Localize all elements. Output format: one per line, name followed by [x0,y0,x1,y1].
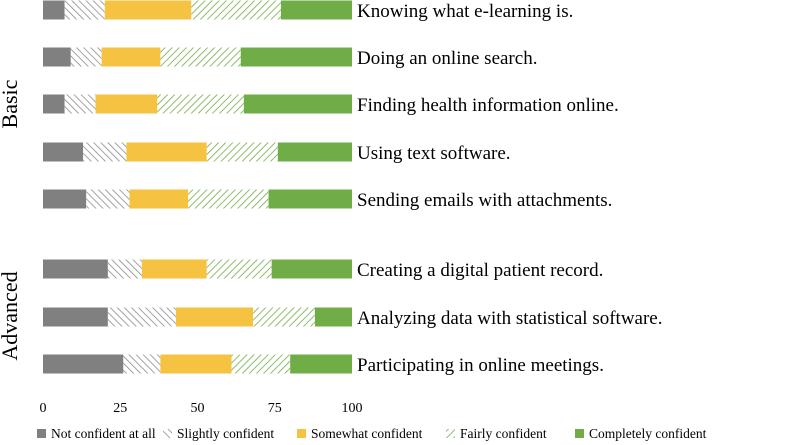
bar-segment-row3-series5 [243,94,352,114]
legend-label: Not confident at all [51,426,156,441]
category-label: Creating a digital patient record. [357,260,603,281]
bar-segment-row8-series4 [231,354,291,374]
bar-segment-row5-series4 [188,189,269,209]
category-label: Knowing what e-learning is. [357,1,573,22]
legend-label: Slightly confident [177,426,274,441]
legend-swatch [575,429,584,438]
bar-segment-row6-series5 [271,259,352,279]
legend-swatch [163,429,172,438]
bar-segment-row1-series4 [191,0,281,20]
category-label: Doing an online search. [357,48,537,69]
bar-segment-row2-series5 [240,47,352,67]
bar-segment-row3-series3 [95,94,158,114]
x-tick-label: 25 [113,401,127,416]
x-axis-ticks: 0 25 50 75 100 [40,401,363,416]
bar-segment-row7-series4 [253,307,315,327]
bar-segment-row3-series4 [157,94,244,114]
x-tick-label: 0 [40,401,47,416]
bar-segment-row6-series4 [206,259,272,279]
bar-segment-row2-series2 [70,47,102,67]
bar-segment-row5-series3 [129,189,189,209]
bar-segment-row5-series2 [86,189,130,209]
bar-segment-row8-series3 [160,354,232,374]
category-label: Finding health information online. [357,95,619,116]
bar-segment-row1-series5 [280,0,352,20]
legend-swatch [446,429,455,438]
x-tick-label: 75 [268,401,282,416]
bar-segment-row4-series1 [43,142,84,162]
bar-segment-row3-series2 [64,94,96,114]
group-labels: Basic Advanced [0,79,22,360]
bar-segment-row7-series5 [314,307,352,327]
bar-segment-row8-series2 [123,354,161,374]
legend-label: Somewhat confident [311,426,423,441]
bars-layer [43,0,352,374]
x-tick-label: 50 [191,401,205,416]
legend-swatch [297,429,306,438]
category-label: Sending emails with attachments. [357,190,612,211]
bar-segment-row8-series5 [290,354,352,374]
x-tick-label: 100 [342,401,363,416]
bar-segment-row7-series3 [175,307,254,327]
category-labels: Knowing what e-learning is. Doing an onli… [357,1,663,376]
group-label-basic: Basic [0,79,22,128]
bar-segment-row2-series1 [43,47,71,67]
legend-label: Completely confident [589,426,707,441]
category-label: Participating in online meetings. [357,355,604,376]
bar-segment-row8-series1 [43,354,124,374]
bar-segment-row4-series2 [83,142,127,162]
bar-segment-row1-series3 [104,0,192,20]
bar-segment-row6-series3 [141,259,207,279]
bar-segment-row7-series1 [43,307,108,327]
category-label: Analyzing data with statistical software… [357,308,663,329]
bar-segment-row4-series5 [277,142,352,162]
legend: Not confident at all Slightly confident So… [37,426,707,441]
bar-segment-row1-series2 [64,0,105,20]
bar-segment-row6-series1 [43,259,108,279]
bar-segment-row2-series4 [160,47,241,67]
bar-segment-row2-series3 [101,47,161,67]
category-label: Using text software. [357,143,511,164]
legend-label: Fairly confident [460,426,547,441]
bar-segment-row5-series5 [268,189,352,209]
bar-segment-row4-series4 [206,142,278,162]
bar-segment-row3-series1 [43,94,65,114]
group-label-advanced: Advanced [0,271,22,360]
bar-segment-row6-series2 [107,259,142,279]
bar-segment-row4-series3 [126,142,207,162]
bar-segment-row1-series1 [43,0,65,20]
bar-segment-row7-series2 [107,307,176,327]
legend-swatch [37,429,46,438]
bar-segment-row5-series1 [43,189,87,209]
